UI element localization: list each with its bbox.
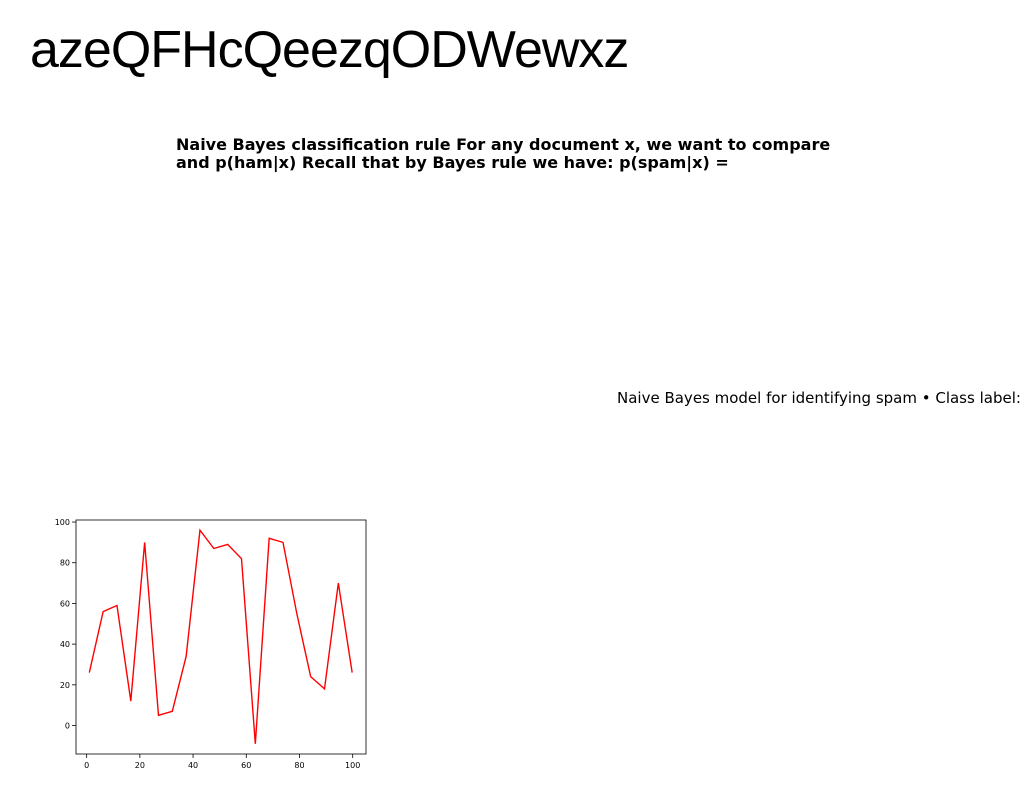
line-chart: 0 20 40 60 80 100 0 20 40 60 80 100 <box>40 510 380 780</box>
naive-bayes-rule-text: Naive Bayes classification rule For any … <box>176 135 831 172</box>
y-tick-label: 40 <box>60 640 70 649</box>
y-tick-label: 20 <box>60 681 70 690</box>
y-tick-label: 60 <box>60 599 70 608</box>
spam-model-text: Naive Bayes model for identifying spam •… <box>617 389 1021 407</box>
y-tick-label: 100 <box>55 518 70 527</box>
x-tick-label: 100 <box>345 761 360 770</box>
x-tick-label: 40 <box>188 761 198 770</box>
y-tick-label: 0 <box>65 722 70 731</box>
x-tick-label: 20 <box>135 761 145 770</box>
x-tick-label: 60 <box>241 761 251 770</box>
line-chart-svg: 0 20 40 60 80 100 0 20 40 60 80 100 <box>55 518 367 770</box>
series-line <box>88 528 353 744</box>
y-tick-label: 80 <box>60 559 70 568</box>
page-title: azeQFHcQeezqODWewxz <box>30 21 629 79</box>
x-tick-label: 80 <box>294 761 304 770</box>
x-tick-label: 0 <box>84 761 89 770</box>
plot-frame <box>75 519 367 755</box>
